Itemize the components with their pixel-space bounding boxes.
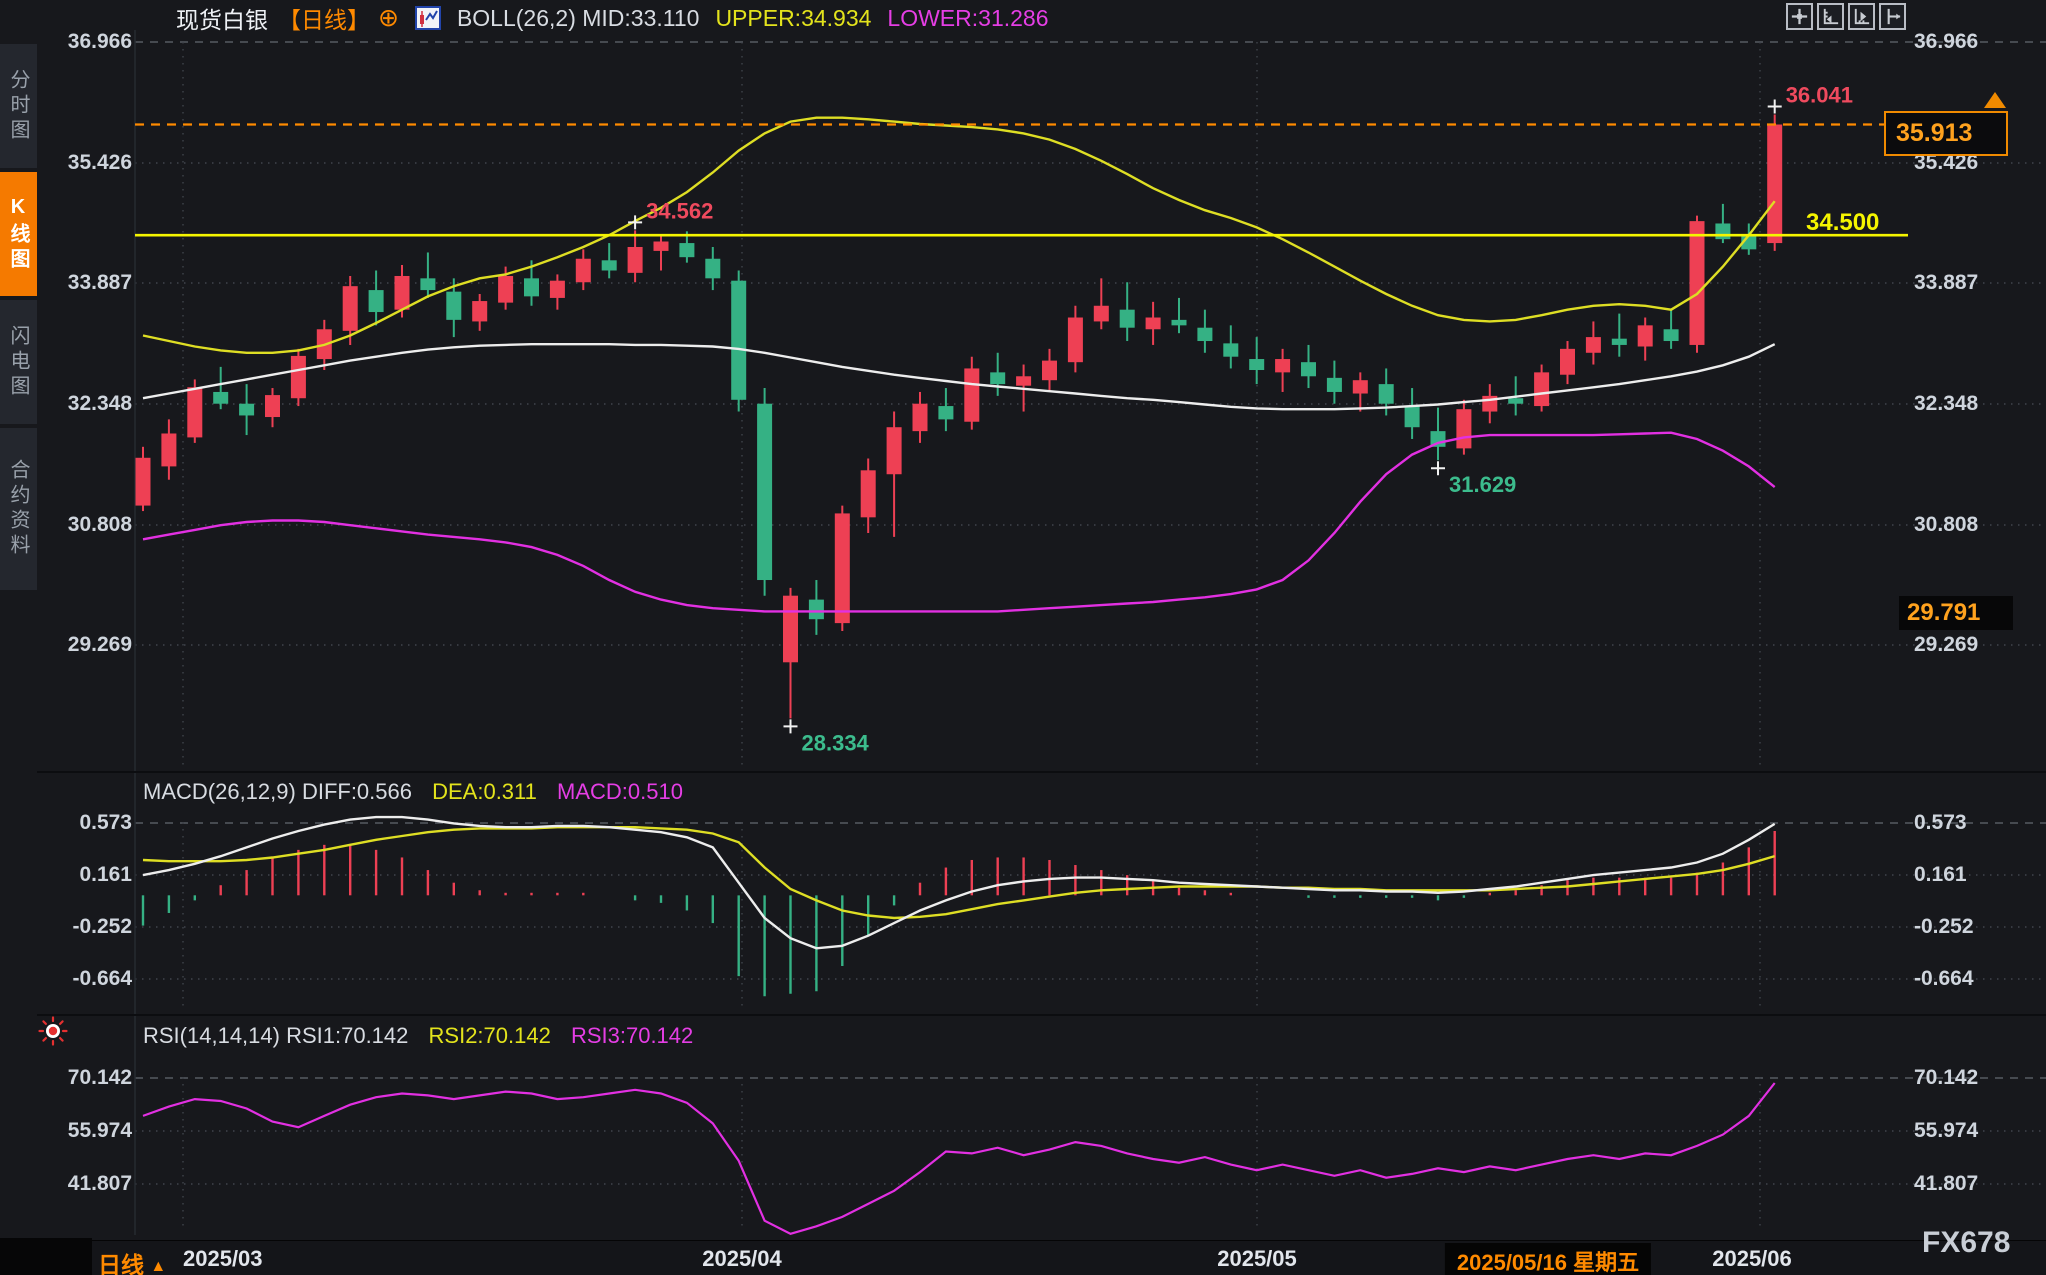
sidebar-item-timeline-chart[interactable]: 分时图 <box>0 44 37 168</box>
candles <box>135 114 1783 719</box>
y-axis-label: -0.664 <box>1914 967 1974 990</box>
boll-values: BOLL(26,2) MID:33.110 <box>456 4 700 31</box>
kline-style-icon <box>414 6 441 30</box>
svg-text:28.334: 28.334 <box>802 730 870 755</box>
y-axis-label: 70.142 <box>67 1066 132 1089</box>
x-axis-selected-date: 2025/05/16 星期五 <box>1444 1243 1652 1275</box>
y-axis-label: 33.887 <box>1914 271 1979 294</box>
alert-blinker-icon <box>38 1016 68 1046</box>
pan-tool-button[interactable] <box>1786 3 1813 30</box>
macd-histogram <box>141 830 1776 997</box>
period-label: 【日线】 <box>278 7 370 33</box>
boll-upper-value: UPPER:34.934 <box>715 4 872 31</box>
y-axis-label: 55.974 <box>1914 1119 1979 1142</box>
add-indicator-icon[interactable]: ⊕ <box>378 4 399 32</box>
macd-diff-line <box>142 815 1776 950</box>
macd-header: MACD(26,12,9) DIFF:0.566 DEA:0.311 MACD:… <box>143 779 683 805</box>
y-axis-label: 32.348 <box>1914 392 1979 415</box>
y-axis-label: 41.807 <box>67 1172 132 1195</box>
boll-lower-line <box>142 431 1776 613</box>
y-axis-label: -0.664 <box>72 967 132 990</box>
panel-separator <box>0 1014 2046 1016</box>
y-axis-label: 35.426 <box>67 151 132 174</box>
y-axis-label: 36.966 <box>1914 30 1979 53</box>
sidebar-item-flash-chart[interactable]: 闪电图 <box>0 300 37 424</box>
sidebar: 分时图 K线图 闪电图 合约资料 <box>0 0 37 1275</box>
chevron-up-icon: ▲ <box>150 1258 167 1275</box>
x-axis-bar <box>0 1240 2046 1275</box>
watermark: FX678 <box>1922 1226 2011 1259</box>
y-axis-label: 29.269 <box>67 633 132 656</box>
chart-header: 现货白银 【日线】 ⊕ BOLL(26,2) MID:33.110 UPPER:… <box>176 3 1049 34</box>
rsi3-value: RSI3:70.142 <box>570 1023 694 1048</box>
sidebar-item-kline-chart[interactable]: K线图 <box>0 172 37 296</box>
macd-dea-value: DEA:0.311 <box>432 779 537 804</box>
y-axis-label: 35.426 <box>1914 151 1979 174</box>
boll-lower-value: LOWER:31.286 <box>887 4 1049 31</box>
boll-mid-line <box>142 343 1776 411</box>
y-axis-label: 30.808 <box>1914 513 1979 536</box>
x-axis-label: 2025/06 <box>1712 1246 1792 1271</box>
y-axis-label: 33.887 <box>67 271 132 294</box>
low-price-tag: 29.791 <box>1899 596 2013 630</box>
y-axis-scale-button[interactable] <box>1817 3 1844 30</box>
y-axis-label: 30.808 <box>67 513 132 536</box>
x-axis-scale-button[interactable] <box>1848 3 1875 30</box>
macd-diff-value: MACD(26,12,9) DIFF:0.566 <box>143 779 412 804</box>
y-axis-label: 0.161 <box>79 863 132 886</box>
x-axis-label: 2025/03 <box>183 1246 263 1271</box>
boll-upper-line <box>142 116 1776 354</box>
rsi-line <box>142 1082 1776 1235</box>
last-price-tag: 35.913 <box>1884 111 2008 156</box>
y-axis-label: -0.252 <box>1914 915 1974 938</box>
svg-text:31.629: 31.629 <box>1449 472 1516 497</box>
reset-view-button[interactable] <box>1879 3 1906 30</box>
y-axis-label: 41.807 <box>1914 1172 1979 1195</box>
symbol-name: 现货白银 <box>176 7 268 33</box>
y-axis-label: 29.269 <box>1914 633 1979 656</box>
y-axis-label: -0.252 <box>72 915 132 938</box>
macd-value: MACD:0.510 <box>557 779 683 804</box>
macd-dea-line <box>142 826 1776 920</box>
y-axis-label: 0.161 <box>1914 863 1967 886</box>
y-axis-label: 55.974 <box>67 1119 132 1142</box>
y-axis-label: 32.348 <box>67 392 132 415</box>
panel-separator <box>0 771 2046 773</box>
bottom-corner <box>0 1238 92 1275</box>
x-axis-label: 2025/04 <box>702 1246 782 1271</box>
y-axis-label: 36.966 <box>67 30 132 53</box>
price-pointer-icon <box>1984 92 2006 108</box>
period-indicator[interactable]: 日线 ▲ <box>98 1252 167 1275</box>
x-axis-label: 2025/05 <box>1217 1246 1297 1271</box>
yellow-line-label: 34.500 <box>1806 209 1880 236</box>
price-markers: 34.562 28.334 31.629 36.041 <box>628 82 1853 755</box>
y-axis-label: 0.573 <box>1914 811 1967 834</box>
rsi1-value: RSI(14,14,14) RSI1:70.142 <box>143 1023 409 1048</box>
rsi2-value: RSI2:70.142 <box>428 1023 551 1048</box>
y-axis-label: 70.142 <box>1914 1066 1979 1089</box>
chart-toolbar <box>1786 3 1906 30</box>
svg-text:34.562: 34.562 <box>646 198 713 223</box>
sidebar-item-contract-info[interactable]: 合约资料 <box>0 428 37 590</box>
rsi-header: RSI(14,14,14) RSI1:70.142 RSI2:70.142 RS… <box>143 1023 693 1049</box>
y-axis-label: 0.573 <box>79 811 132 834</box>
svg-text:36.041: 36.041 <box>1786 82 1853 107</box>
